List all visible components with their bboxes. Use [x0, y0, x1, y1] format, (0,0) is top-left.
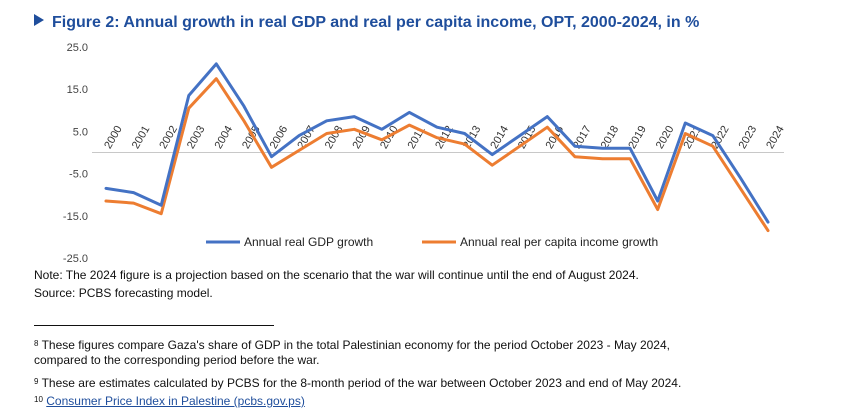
figure-title-text: Figure 2: Annual growth in real GDP and …	[52, 14, 700, 31]
chart-source: Source: PCBS forecasting model.	[34, 286, 213, 300]
footnote-10-marker: 10	[34, 395, 43, 404]
footnote-10: 10 Consumer Price Index in Palestine (pc…	[34, 392, 305, 409]
footnote-9: 9 These are estimates calculated by PCBS…	[34, 374, 681, 391]
legend-label-2: Annual real per capita income growth	[460, 235, 658, 249]
series-line-1	[104, 62, 770, 224]
footnote-8-line-1: These figures compare Gaza's share of GD…	[41, 338, 670, 352]
series-line-2	[104, 77, 770, 233]
x-tick-label: 2014	[488, 124, 511, 151]
footnote-8-marker: 8	[34, 339, 39, 348]
y-tick-label: 15.0	[67, 84, 88, 96]
y-tick-label: -5.0	[69, 169, 88, 181]
x-tick-label: 2008	[323, 124, 346, 151]
footnote-9-marker: 9	[34, 377, 39, 386]
triangle-bullet-icon	[34, 14, 44, 26]
y-tick-label: 5.0	[73, 126, 88, 138]
footnote-8-line-2: compared to the corresponding period bef…	[34, 353, 320, 367]
x-tick-label: 2004	[213, 124, 236, 151]
footnote-8: 8 These figures compare Gaza's share of …	[34, 336, 670, 368]
footnote-9-text: These are estimates calculated by PCBS f…	[41, 376, 682, 390]
x-tick-label: 2024	[764, 124, 787, 151]
y-tick-label: 25.0	[67, 42, 88, 54]
footnote-separator	[34, 325, 274, 326]
figure-title: Figure 2: Annual growth in real GDP and …	[34, 14, 699, 32]
x-tick-label: 2003	[185, 124, 208, 151]
x-tick-label: 2000	[102, 124, 125, 151]
legend-label-1: Annual real GDP growth	[244, 235, 373, 249]
x-tick-label: 2001	[130, 124, 153, 151]
y-tick-label: -25.0	[63, 253, 88, 265]
chart-note: Note: The 2024 figure is a projection ba…	[34, 268, 639, 282]
x-tick-label: 2020	[654, 124, 677, 151]
cpi-link[interactable]: Consumer Price Index in Palestine (pcbs.…	[46, 394, 305, 408]
y-tick-label: -15.0	[63, 211, 88, 223]
x-tick-label: 2006	[268, 124, 291, 151]
x-tick-label: 2023	[737, 124, 760, 151]
